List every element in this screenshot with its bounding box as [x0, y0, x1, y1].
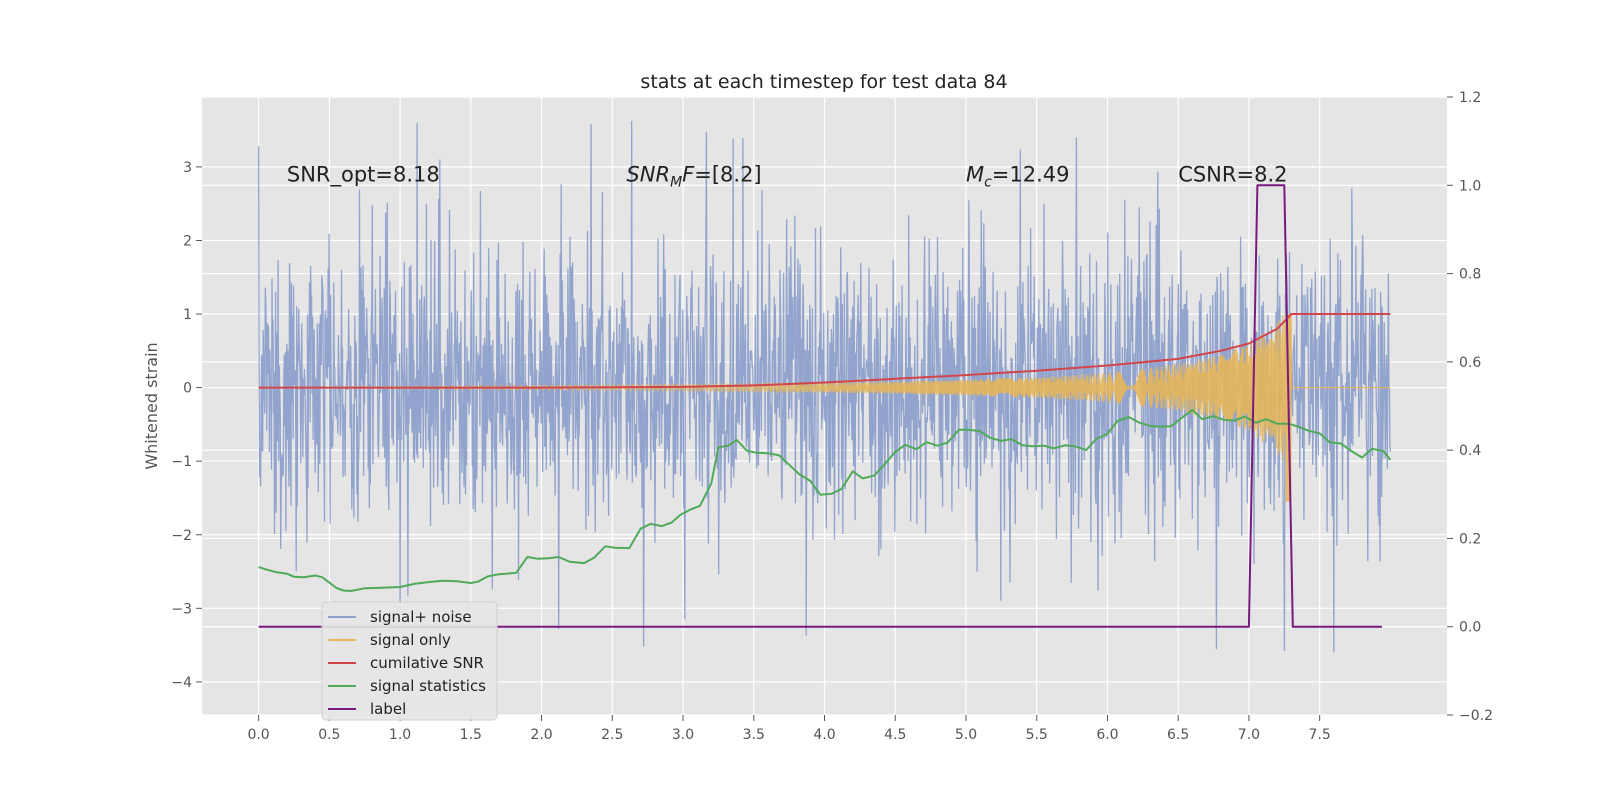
y2-tick-label: 1.2	[1459, 90, 1481, 106]
annotations: SNR_opt=8.18 SNRMF=[8.2] Mc=12.49 CSNR=8.2	[287, 163, 1288, 191]
annotation-text: CSNR=8.2	[1178, 163, 1287, 187]
legend-label: cumilative SNR	[370, 654, 484, 672]
legend: signal+ noise signal only cumilative SNR si…	[321, 601, 498, 721]
x-tick-label: 1.0	[389, 727, 411, 743]
y-tick-label: −2	[171, 528, 192, 544]
x-tick-label: 7.0	[1238, 727, 1260, 743]
legend-label: signal statistics	[370, 677, 486, 695]
x-tick-label: 0.0	[247, 727, 269, 743]
chart-title: stats at each timestep for test data 84	[640, 71, 1007, 93]
y2-tick-label: 0.0	[1459, 620, 1481, 636]
y2-tick-label: −0.2	[1459, 708, 1493, 724]
x-tick-label: 3.0	[672, 727, 694, 743]
label-line	[258, 184, 1382, 628]
legend-label: signal only	[370, 631, 451, 649]
x-tick-label: 5.0	[955, 727, 977, 743]
y-tick-label: 0	[183, 381, 192, 397]
legend-label: label	[370, 700, 406, 718]
y2-tick-label: 0.6	[1459, 355, 1481, 371]
x-tick-label: 7.5	[1309, 727, 1331, 743]
annotation-text: Mc=12.49	[966, 163, 1070, 191]
y2-tick-label: 0.2	[1459, 531, 1481, 547]
x-tick-label: 6.5	[1167, 727, 1189, 743]
signal-statistics-line	[258, 409, 1392, 592]
x-tick-label: 2.0	[530, 727, 552, 743]
legend-box	[321, 601, 498, 721]
annotation-text: SNR_opt=8.18	[287, 163, 440, 188]
line-series	[258, 184, 1392, 628]
x-tick-label: 0.5	[318, 727, 340, 743]
y-axis-label: Whitened strain	[142, 342, 161, 469]
x-tick-label: 1.5	[460, 727, 482, 743]
y-tick-label: 3	[183, 160, 192, 176]
annotation-text: SNRMF=[8.2]	[626, 163, 761, 191]
x-tick-label: 3.5	[743, 727, 765, 743]
y2-tick-label: 0.4	[1459, 443, 1481, 459]
cumilative-snr-line	[258, 313, 1391, 389]
x-tick-label: 5.5	[1026, 727, 1048, 743]
x-tick-label: 4.0	[813, 727, 835, 743]
legend-label: signal+ noise	[370, 608, 472, 626]
y-tick-label: 1	[183, 307, 192, 323]
x-tick-label: 4.5	[884, 727, 906, 743]
x-tick-label: 6.0	[1096, 727, 1118, 743]
y-tick-label: −1	[171, 454, 192, 470]
y-tick-label: −4	[171, 675, 192, 691]
y-tick-label: −3	[171, 601, 192, 617]
y2-tick-label: 0.8	[1459, 267, 1481, 283]
x-tick-label: 2.5	[601, 727, 623, 743]
y2-tick-label: 1.0	[1459, 178, 1481, 194]
axes: 0.0 0.5 1.0 1.5 2.0 2.5 3.0 3.5 4.0 4.5 5.0 5.5 6.0 6…	[171, 90, 1493, 743]
y-tick-label: 2	[183, 233, 192, 249]
